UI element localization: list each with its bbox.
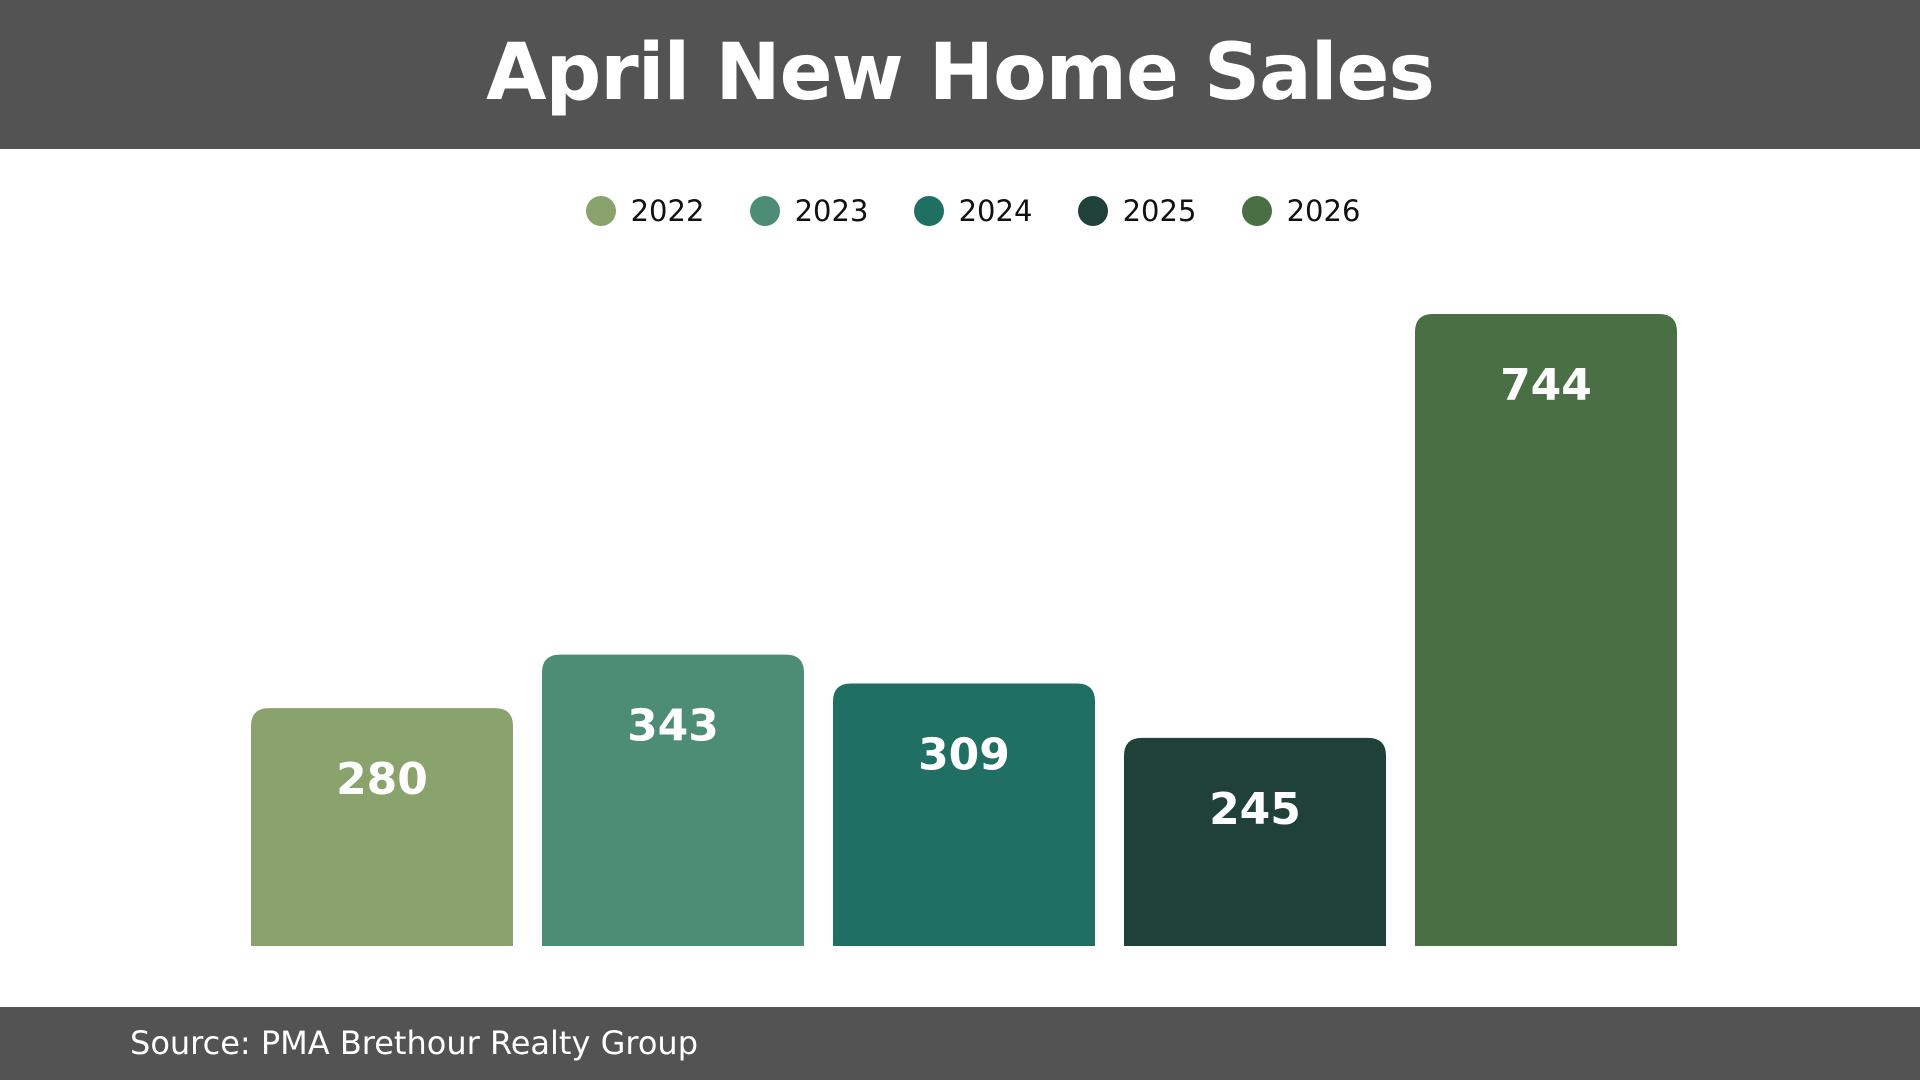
bar-2023 [542, 654, 804, 946]
legend-swatch [1077, 196, 1108, 226]
legend-swatch [913, 196, 944, 226]
chart-title: April New Home Sales [486, 27, 1435, 118]
bar-2026 [1415, 314, 1677, 946]
legend-item-2024: 2024 [913, 194, 1078, 228]
legend-swatch [1241, 196, 1272, 226]
legend-label: 2025 [1122, 194, 1197, 228]
legend-item-2025: 2025 [1077, 194, 1242, 228]
data-label-2025: 245 [1209, 784, 1301, 835]
data-label-2023: 343 [627, 701, 719, 752]
legend-swatch [749, 196, 780, 226]
source-text: Source: PMA Brethour Realty Group [130, 1023, 698, 1062]
bar-2022 [251, 708, 513, 946]
legend-swatch [585, 196, 616, 226]
data-label-2022: 280 [336, 754, 428, 805]
legend-item-2026: 2026 [1241, 194, 1361, 228]
bar-2025 [1124, 737, 1386, 946]
title-bar: April New Home Sales [0, 0, 1920, 149]
legend-label: 2024 [958, 194, 1033, 228]
data-label-2024: 309 [918, 730, 1010, 781]
legend-label: 2026 [1286, 194, 1361, 228]
legend-item-2022: 2022 [585, 194, 750, 228]
data-label-2026: 744 [1500, 360, 1592, 411]
legend: 2022 2023 2024 2025 2026 [0, 194, 1920, 228]
source-bar: Source: PMA Brethour Realty Group [0, 1007, 1920, 1080]
legend-label: 2022 [630, 194, 705, 228]
legend-label: 2023 [794, 194, 869, 228]
bar-2024 [833, 683, 1095, 946]
legend-item-2023: 2023 [749, 194, 914, 228]
